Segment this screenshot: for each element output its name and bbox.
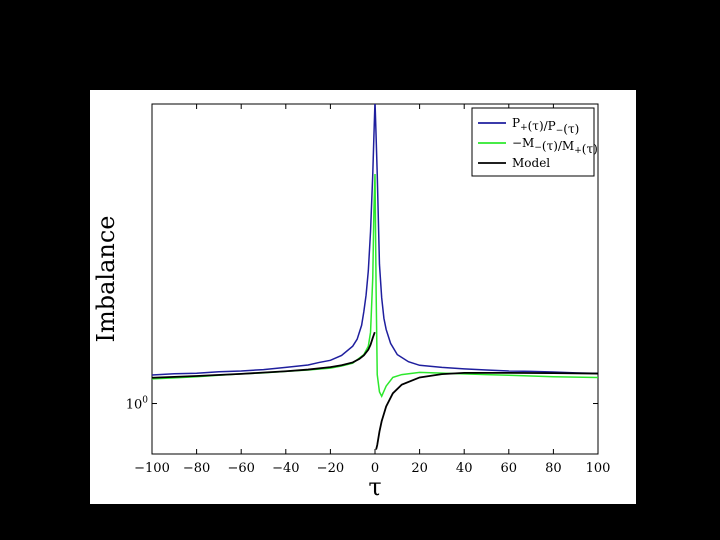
x-axis-title: τ (368, 473, 381, 501)
y-tick-label: 100 (126, 396, 149, 413)
axis-ticks: −100−80−60−40−20020406080100100100.1 (126, 104, 611, 476)
x-tick-label: 40 (456, 461, 473, 476)
series-line-0 (152, 104, 598, 376)
x-tick-label: 20 (411, 461, 428, 476)
x-tick-label: −40 (272, 461, 299, 476)
legend-box (471, 107, 595, 177)
figure-canvas: −100−80−60−40−20020406080100100100.1 P+(… (90, 90, 636, 504)
x-tick-label: −20 (317, 461, 344, 476)
legend-label: P+(τ)/P−(τ) (512, 116, 579, 136)
legend-label: Model (512, 156, 550, 170)
y-axis-title: Imbalance (92, 216, 120, 343)
x-tick-label: 0 (371, 461, 379, 476)
x-tick-label: −80 (183, 461, 210, 476)
series-line-1 (152, 174, 598, 398)
imbalance-chart: −100−80−60−40−20020406080100100100.1 P+(… (92, 103, 611, 501)
x-tick-label: −60 (227, 461, 254, 476)
legend-label: −M−(τ)/M+(τ) (512, 136, 598, 156)
x-tick-label: 80 (545, 461, 562, 476)
x-tick-label: 60 (501, 461, 518, 476)
x-tick-label: −100 (134, 461, 170, 476)
x-tick-label: 100 (586, 461, 611, 476)
series-line-2 (152, 331, 598, 450)
legend: P+(τ)/P−(τ)−M−(τ)/M+(τ)Model (471, 107, 598, 177)
plot-area (152, 104, 598, 450)
